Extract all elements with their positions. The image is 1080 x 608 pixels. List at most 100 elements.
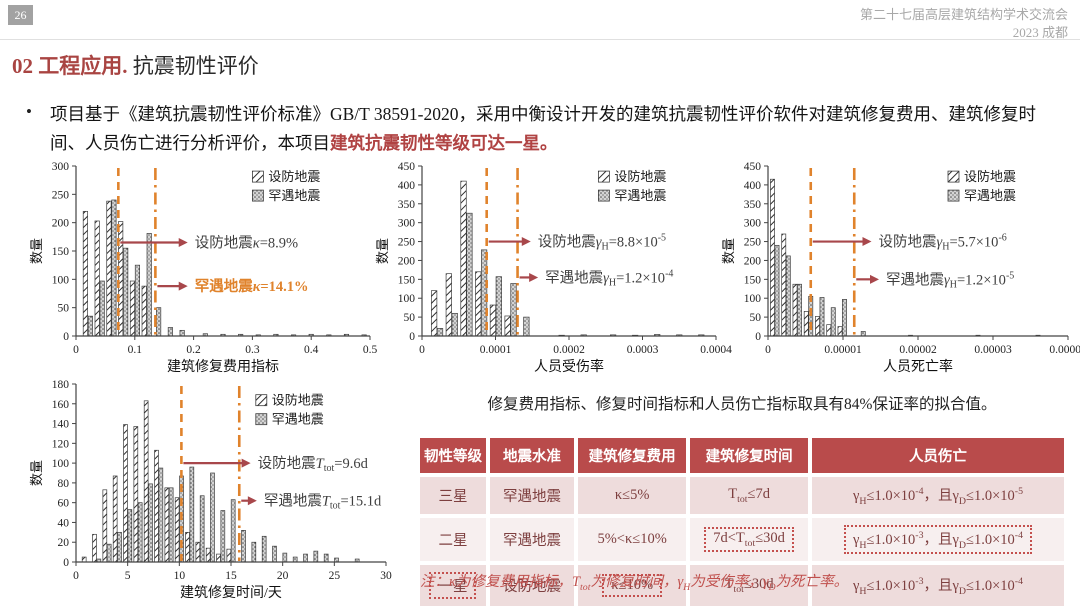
chart-repair-cost-index: 0 50 100 150 200 250 300 0 0.1 0.2 0.3 0.4 0.5 建筑修复费用… xyxy=(29,160,378,376)
table-cell: κ≤10% xyxy=(576,562,689,608)
svg-text:罕遇地震γH=1.2×10-4: 罕遇地震γH=1.2×10-4 xyxy=(545,268,673,288)
table-caption: 修复费用指标、修复时间指标和人员伤亡指标取具有84%保证率的拟合值。 xyxy=(487,396,997,413)
svg-text:0.0004: 0.0004 xyxy=(700,344,732,356)
table-cell: 罕遇地震 xyxy=(487,515,577,563)
svg-text:设防地震γH=5.7×10-6: 设防地震γH=5.7×10-6 xyxy=(879,233,1007,253)
svg-text:400: 400 xyxy=(744,180,762,192)
table-header-cell: 人员伤亡 xyxy=(810,436,1066,475)
svg-text:200: 200 xyxy=(744,255,762,267)
svg-text:300: 300 xyxy=(52,161,70,173)
svg-text:0: 0 xyxy=(765,344,771,356)
svg-text:80: 80 xyxy=(58,478,70,490)
chart-svg-repair-cost-index: 0 50 100 150 200 250 300 0 0.1 0.2 0.3 0.4 0.5 建筑修复费用… xyxy=(29,161,378,375)
table-cell: γH≤1.0×10-3，且γD≤1.0×10-4 xyxy=(810,515,1066,563)
svg-text:建筑修复费用指标: 建筑修复费用指标 xyxy=(167,358,279,375)
table-cell: γH≤1.0×10-3，且γD≤1.0×10-4 xyxy=(810,562,1066,608)
svg-text:150: 150 xyxy=(744,274,762,286)
svg-text:0: 0 xyxy=(63,331,69,343)
svg-text:50: 50 xyxy=(404,312,416,324)
svg-text:0: 0 xyxy=(419,344,425,356)
svg-text:50: 50 xyxy=(750,312,762,324)
table-header-cell: 韧性等级 xyxy=(418,436,488,475)
table-cell: Ttot≤30d xyxy=(688,562,810,608)
table-header-cell: 地震水准 xyxy=(487,436,577,475)
bullet-marker: • xyxy=(26,102,32,121)
table-cell: 三星 xyxy=(418,475,488,516)
svg-text:100: 100 xyxy=(52,274,70,286)
table-cell: 设防地震 xyxy=(487,562,577,608)
svg-text:0: 0 xyxy=(755,331,761,343)
table-cell: Ttot≤7d xyxy=(688,475,810,516)
svg-text:罕遇地震κ=14.1%: 罕遇地震κ=14.1% xyxy=(195,277,309,295)
svg-text:人员受伤率: 人员受伤率 xyxy=(534,358,604,375)
table-cell: 一星 xyxy=(418,562,488,608)
svg-text:罕遇地震γH=1.2×10-5: 罕遇地震γH=1.2×10-5 xyxy=(886,270,1014,290)
svg-text:400: 400 xyxy=(398,180,416,192)
svg-text:0: 0 xyxy=(409,331,415,343)
svg-text:设防地震Ttot=9.6d: 设防地震Ttot=9.6d xyxy=(258,455,369,474)
svg-text:40: 40 xyxy=(58,517,70,529)
svg-text:0.5: 0.5 xyxy=(363,344,378,356)
table-head: 韧性等级 地震水准 建筑修复费用 建筑修复时间 人员伤亡 xyxy=(418,436,1066,475)
svg-text:100: 100 xyxy=(744,293,762,305)
svg-text:0.3: 0.3 xyxy=(245,344,260,356)
table-row: 一星 设防地震 κ≤10% Ttot≤30d γH≤1.0×10-3，且γD≤1.0×1… xyxy=(418,562,1066,608)
svg-text:0.00001: 0.00001 xyxy=(824,344,862,356)
section-number: 02 工程应用. xyxy=(12,54,128,78)
svg-text:0.0001: 0.0001 xyxy=(480,344,512,356)
section-subtitle: 抗震韧性评价 xyxy=(132,54,259,78)
svg-text:250: 250 xyxy=(744,237,762,249)
svg-text:300: 300 xyxy=(398,218,416,230)
svg-text:设防地震γH=8.8×10-5: 设防地震γH=8.8×10-5 xyxy=(538,233,666,253)
footnote: 注：κ为修复费用指标，Ttot为修复时间，γH为受伤率，γD为死亡率。 xyxy=(420,574,849,593)
svg-text:50: 50 xyxy=(58,303,70,315)
svg-text:数量: 数量 xyxy=(29,238,44,264)
svg-text:25: 25 xyxy=(329,570,341,582)
table-body: 三星 罕遇地震 κ≤5% Ttot≤7d γH≤1.0×10-4，且γD≤1.0×10-… xyxy=(418,475,1066,608)
svg-text:0.0003: 0.0003 xyxy=(627,344,659,356)
svg-text:罕遇地震: 罕遇地震 xyxy=(268,188,320,203)
svg-text:数量: 数量 xyxy=(29,460,44,486)
svg-text:设防地震: 设防地震 xyxy=(268,169,320,184)
chart-death-rate: 0 50 100 150 200 250 300 350 400 450 0 0.00001 0.000… xyxy=(721,160,1080,376)
svg-text:0.2: 0.2 xyxy=(186,344,201,356)
svg-text:0.1: 0.1 xyxy=(128,344,143,356)
table-cell: 罕遇地震 xyxy=(487,475,577,516)
conference-line1: 第二十七届高层建筑结构学术交流会 xyxy=(859,7,1068,22)
svg-text:160: 160 xyxy=(52,399,70,411)
svg-text:60: 60 xyxy=(58,498,70,510)
svg-text:150: 150 xyxy=(52,246,70,258)
svg-text:120: 120 xyxy=(52,438,70,450)
svg-text:450: 450 xyxy=(398,161,416,173)
svg-text:350: 350 xyxy=(744,199,762,211)
table-cell: γH≤1.0×10-4，且γD≤1.0×10-5 xyxy=(810,475,1066,516)
table-row: 三星 罕遇地震 κ≤5% Ttot≤7d γH≤1.0×10-4，且γD≤1.0×10-… xyxy=(418,475,1066,516)
svg-text:0: 0 xyxy=(73,344,79,356)
svg-text:0: 0 xyxy=(63,557,69,569)
svg-text:0: 0 xyxy=(73,570,79,582)
table-header-cell: 建筑修复时间 xyxy=(688,436,810,475)
svg-text:10: 10 xyxy=(174,570,186,582)
table-header-row: 韧性等级 地震水准 建筑修复费用 建筑修复时间 人员伤亡 xyxy=(418,436,1066,475)
bullet-text: 项目基于《建筑抗震韧性评价标准》GB/T 38591-2020，采用中衡设计开发… xyxy=(50,104,1036,154)
svg-text:0.00002: 0.00002 xyxy=(899,344,937,356)
svg-text:0.0002: 0.0002 xyxy=(553,344,585,356)
resilience-grade-table: 韧性等级 地震水准 建筑修复费用 建筑修复时间 人员伤亡 三星 罕遇地震 κ≤5% Ttot≤… xyxy=(418,436,1066,608)
table-header-cell: 建筑修复费用 xyxy=(576,436,689,475)
svg-text:建筑修复时间/天: 建筑修复时间/天 xyxy=(180,584,282,601)
conference-title: 第二十七届高层建筑结构学术交流会 2023 成都 xyxy=(860,6,1068,42)
svg-text:人员死亡率: 人员死亡率 xyxy=(883,358,953,375)
svg-text:0.00004: 0.00004 xyxy=(1049,344,1080,356)
svg-text:250: 250 xyxy=(52,189,70,201)
svg-text:450: 450 xyxy=(744,161,762,173)
svg-text:设防地震: 设防地震 xyxy=(964,169,1016,184)
svg-text:罕遇地震: 罕遇地震 xyxy=(964,188,1016,203)
conference-line2: 2023 成都 xyxy=(1012,25,1068,41)
chart-injury-rate: 0 50 100 150 200 250 300 350 400 450 0 0.0001 0.0002… xyxy=(375,160,732,376)
table-cell: 二星 xyxy=(418,515,488,563)
header-divider xyxy=(0,39,1080,40)
svg-text:罕遇地震: 罕遇地震 xyxy=(614,188,666,203)
svg-text:100: 100 xyxy=(52,458,70,470)
section-title: 02 工程应用. 抗震韧性评价 xyxy=(12,50,259,80)
